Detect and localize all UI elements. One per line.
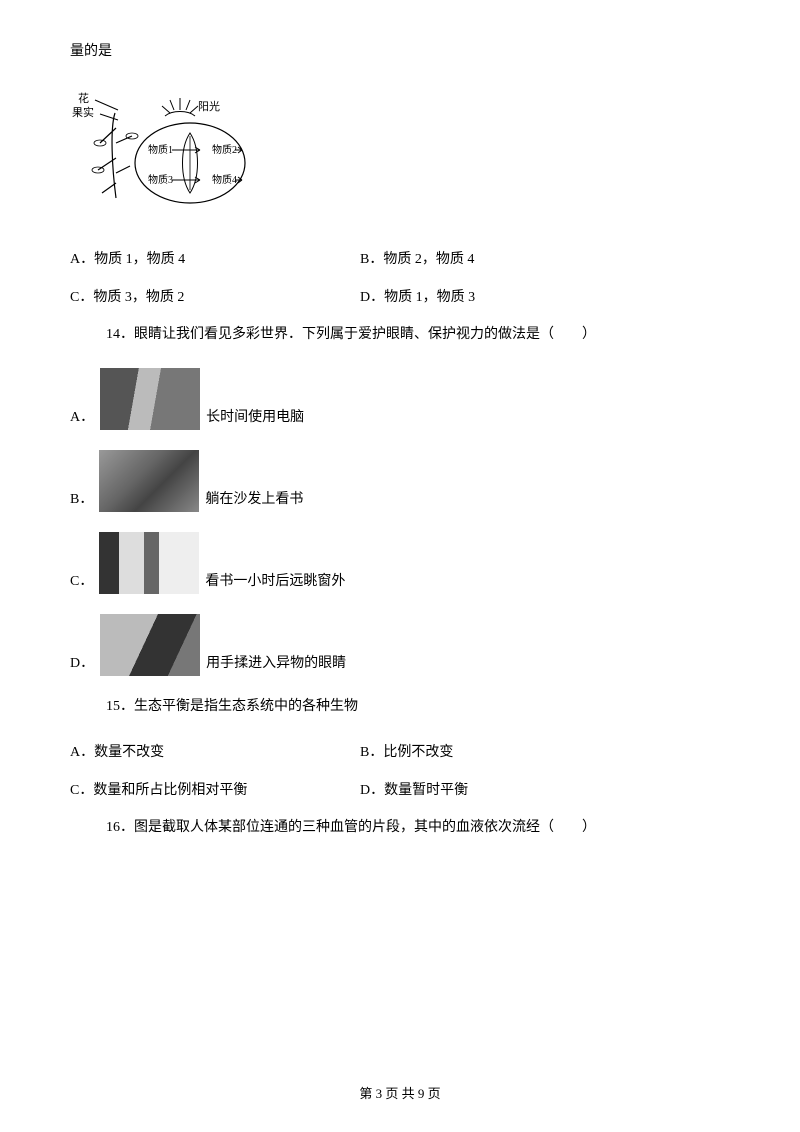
label-sun: 阳光 [198,99,220,113]
q14-a-prefix: A． [70,406,94,430]
q14-d-image [100,614,200,676]
q13-option-a: A．物质 1，物质 4 [70,248,360,268]
label-m3: 物质3 [148,173,173,186]
q15-stem: 15．生态平衡是指生态系统中的各种生物 [70,696,730,718]
page-footer: 第 3 页 共 9 页 [0,1083,800,1102]
q13-option-b: B．物质 2，物质 4 [360,248,730,268]
label-m1: 物质1 [148,143,173,156]
q14-option-a: A． 长时间使用电脑 [70,368,730,430]
label-fruit: 果实 [72,105,94,119]
q14-a-image [100,368,200,430]
q14-c-image [99,532,199,594]
q14-a-label: 长时间使用电脑 [206,406,304,430]
q15-options-row2: C．数量和所占比例相对平衡 D．数量暂时平衡 [70,779,730,799]
q13-options-row2: C．物质 3，物质 2 D．物质 1，物质 3 [70,286,730,306]
q14-d-label: 用手揉进入异物的眼睛 [206,652,346,676]
label-m2: 物质2 [212,143,237,156]
q15-option-c: C．数量和所占比例相对平衡 [70,779,360,799]
q14-b-prefix: B． [70,488,93,512]
q14-stem: 14．眼睛让我们看见多彩世界．下列属于爱护眼睛、保护视力的做法是（ ） [70,324,730,346]
q13-options-row1: A．物质 1，物质 4 B．物质 2，物质 4 [70,248,730,268]
label-flower: 花 [78,92,89,105]
q14-d-prefix: D． [70,652,94,676]
q13-option-d: D．物质 1，物质 3 [360,286,730,306]
q14-c-prefix: C． [70,570,93,594]
page-fragment-top: 量的是 [70,40,730,60]
sun-icon [162,98,198,116]
q16-stem: 16．图是截取人体某部位连通的三种血管的片段，其中的血液依次流经（ ） [70,817,730,839]
q15-options-row1: A．数量不改变 B．比例不改变 [70,741,730,761]
q14-option-c: C． 看书一小时后远眺窗外 [70,532,730,594]
q14-b-label: 躺在沙发上看书 [205,488,303,512]
q14-b-image [99,450,199,512]
q14-option-d: D． 用手揉进入异物的眼睛 [70,614,730,676]
q15-option-a: A．数量不改变 [70,741,360,761]
q14-option-b: B． 躺在沙发上看书 [70,450,730,512]
q14-c-label: 看书一小时后远眺窗外 [205,570,345,594]
diagram-svg: 花 果实 阳光 物质1 物质2 物质3 物质4 [70,88,270,218]
q13-option-c: C．物质 3，物质 2 [70,286,360,306]
q15-option-d: D．数量暂时平衡 [360,779,730,799]
q15-option-b: B．比例不改变 [360,741,730,761]
plant-diagram: 花 果实 阳光 物质1 物质2 物质3 物质4 [70,88,270,218]
label-m4: 物质4 [212,173,237,186]
